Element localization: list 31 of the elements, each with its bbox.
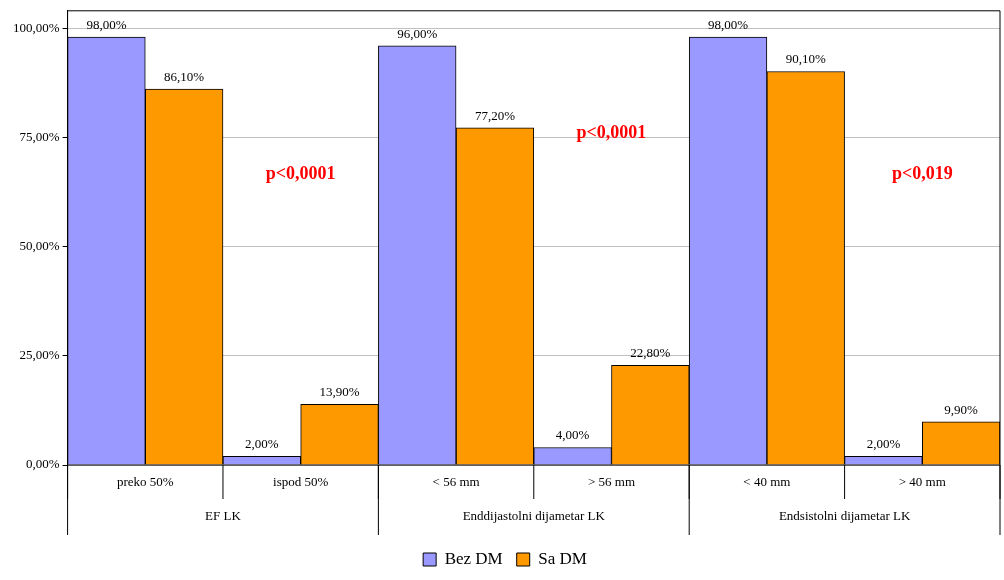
x-tick-label: ispod 50%	[273, 474, 329, 490]
text: EF LK	[205, 508, 242, 524]
text: Enddijastolni dijametar LK	[462, 508, 606, 524]
data-label: 13,90%	[319, 384, 360, 400]
data-label: 98,00%	[708, 16, 749, 32]
x-tick-label: preko 50%	[116, 474, 174, 490]
x-tick-label: < 40 mm	[743, 474, 791, 490]
y-tick-label: 50,00%	[19, 238, 60, 254]
data-label: 90,10%	[785, 51, 826, 67]
data-label: 96,00%	[397, 25, 438, 41]
text: Endsistolni dijametar LK	[778, 508, 911, 524]
data-label: 2,00%	[866, 436, 901, 452]
y-tick-label: 25,00%	[19, 347, 60, 363]
x-tick-label: > 40 mm	[898, 474, 946, 490]
x-tick-label: > 56 mm	[587, 474, 636, 490]
data-label: 2,00%	[245, 436, 279, 452]
data-label: 22,80%	[630, 345, 671, 361]
annotation: p<0,0001	[576, 122, 647, 143]
y-tick-label: 75,00%	[19, 128, 60, 144]
x-tick-label: < 56 mm	[432, 474, 480, 490]
y-tick-label: 100,00%	[12, 19, 60, 35]
annotation: p<0,0001	[265, 162, 336, 183]
y-tick-label: 0,00%	[25, 456, 60, 472]
data-label: 9,90%	[944, 401, 979, 417]
data-label: 4,00%	[555, 427, 590, 443]
data-label: 77,20%	[474, 107, 516, 123]
legend-label: Sa DM	[538, 548, 587, 568]
legend-label: Bez DM	[444, 548, 503, 568]
data-label: 98,00%	[86, 16, 127, 32]
annotation: p<0,019	[891, 162, 953, 183]
data-label: 86,10%	[164, 68, 205, 84]
